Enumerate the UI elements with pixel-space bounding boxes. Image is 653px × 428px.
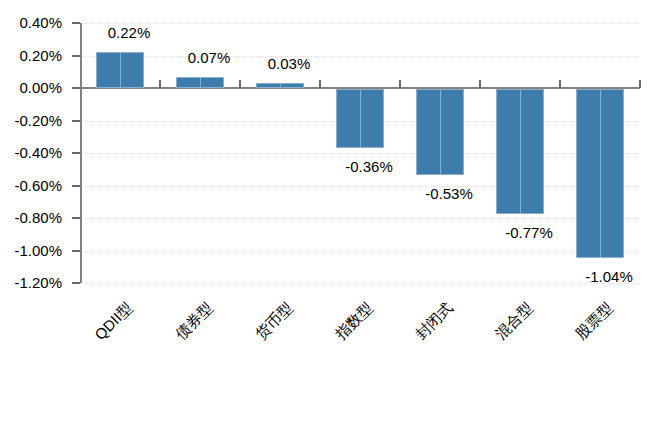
- data-label-债券型: 0.07%: [173, 50, 245, 66]
- data-label-混合型: -0.77%: [493, 225, 565, 241]
- data-label-指数型: -0.36%: [333, 159, 405, 175]
- category-label-text: 货币型: [253, 299, 296, 342]
- category-label-text: 封闭式: [413, 299, 456, 342]
- category-axis-tick: [319, 80, 321, 88]
- category-label-text: 股票型: [573, 299, 616, 342]
- data-label-QDII型: 0.22%: [93, 25, 165, 41]
- y-axis-tick-label: -0.60%: [0, 178, 62, 194]
- h-gridline: [80, 218, 640, 219]
- category-label-text: 债券型: [173, 299, 216, 342]
- bar-QDII型: [96, 52, 144, 88]
- y-axis-tick: [72, 55, 80, 57]
- y-axis-tick: [72, 22, 80, 24]
- h-gridline: [80, 251, 640, 252]
- h-gridline: [80, 283, 640, 284]
- y-axis-tick-label: -0.80%: [0, 210, 62, 226]
- category-axis-tick: [239, 80, 241, 88]
- y-axis-tick: [72, 185, 80, 187]
- category-axis-tick: [639, 80, 641, 88]
- y-axis-tick: [72, 87, 80, 89]
- y-axis-tick-label: -1.20%: [0, 275, 62, 291]
- y-axis-tick-label: -1.00%: [0, 243, 62, 259]
- y-axis-tick: [72, 152, 80, 154]
- data-label-货币型: 0.03%: [253, 56, 325, 72]
- bar-债券型: [176, 77, 224, 88]
- y-axis-tick-label: -0.40%: [0, 145, 62, 161]
- category-axis-tick: [399, 80, 401, 88]
- y-axis-tick: [72, 250, 80, 252]
- h-gridline: [80, 186, 640, 187]
- y-axis-tick-label: 0.00%: [0, 80, 62, 96]
- category-axis-tick: [159, 80, 161, 88]
- y-axis-tick-label: -0.20%: [0, 113, 62, 129]
- data-label-封闭式: -0.53%: [413, 186, 485, 202]
- category-label-text: 指数型: [333, 299, 376, 342]
- data-label-股票型: -1.04%: [573, 269, 645, 285]
- y-axis-tick: [72, 217, 80, 219]
- category-axis-tick: [559, 80, 561, 88]
- y-axis-line: [80, 23, 82, 283]
- h-gridline: [80, 56, 640, 57]
- y-axis-tick-label: 0.20%: [0, 48, 62, 64]
- y-axis-tick: [72, 282, 80, 284]
- h-gridline: [80, 23, 640, 24]
- category-label-text: QDII型: [92, 299, 136, 343]
- y-axis-tick: [72, 120, 80, 122]
- bar-指数型: [336, 89, 384, 148]
- y-axis-tick-label: 0.40%: [0, 15, 62, 31]
- bar-封闭式: [416, 89, 464, 175]
- category-label-text: 混合型: [493, 299, 536, 342]
- fund-category-returns-bar-chart: 0.22%0.07%0.03%-0.36%-0.53%-0.77%-1.04% …: [0, 0, 653, 428]
- category-axis-tick: [479, 80, 481, 88]
- bar-股票型: [576, 89, 624, 258]
- bar-货币型: [256, 83, 304, 88]
- h-gridline: [80, 153, 640, 154]
- bar-混合型: [496, 89, 544, 214]
